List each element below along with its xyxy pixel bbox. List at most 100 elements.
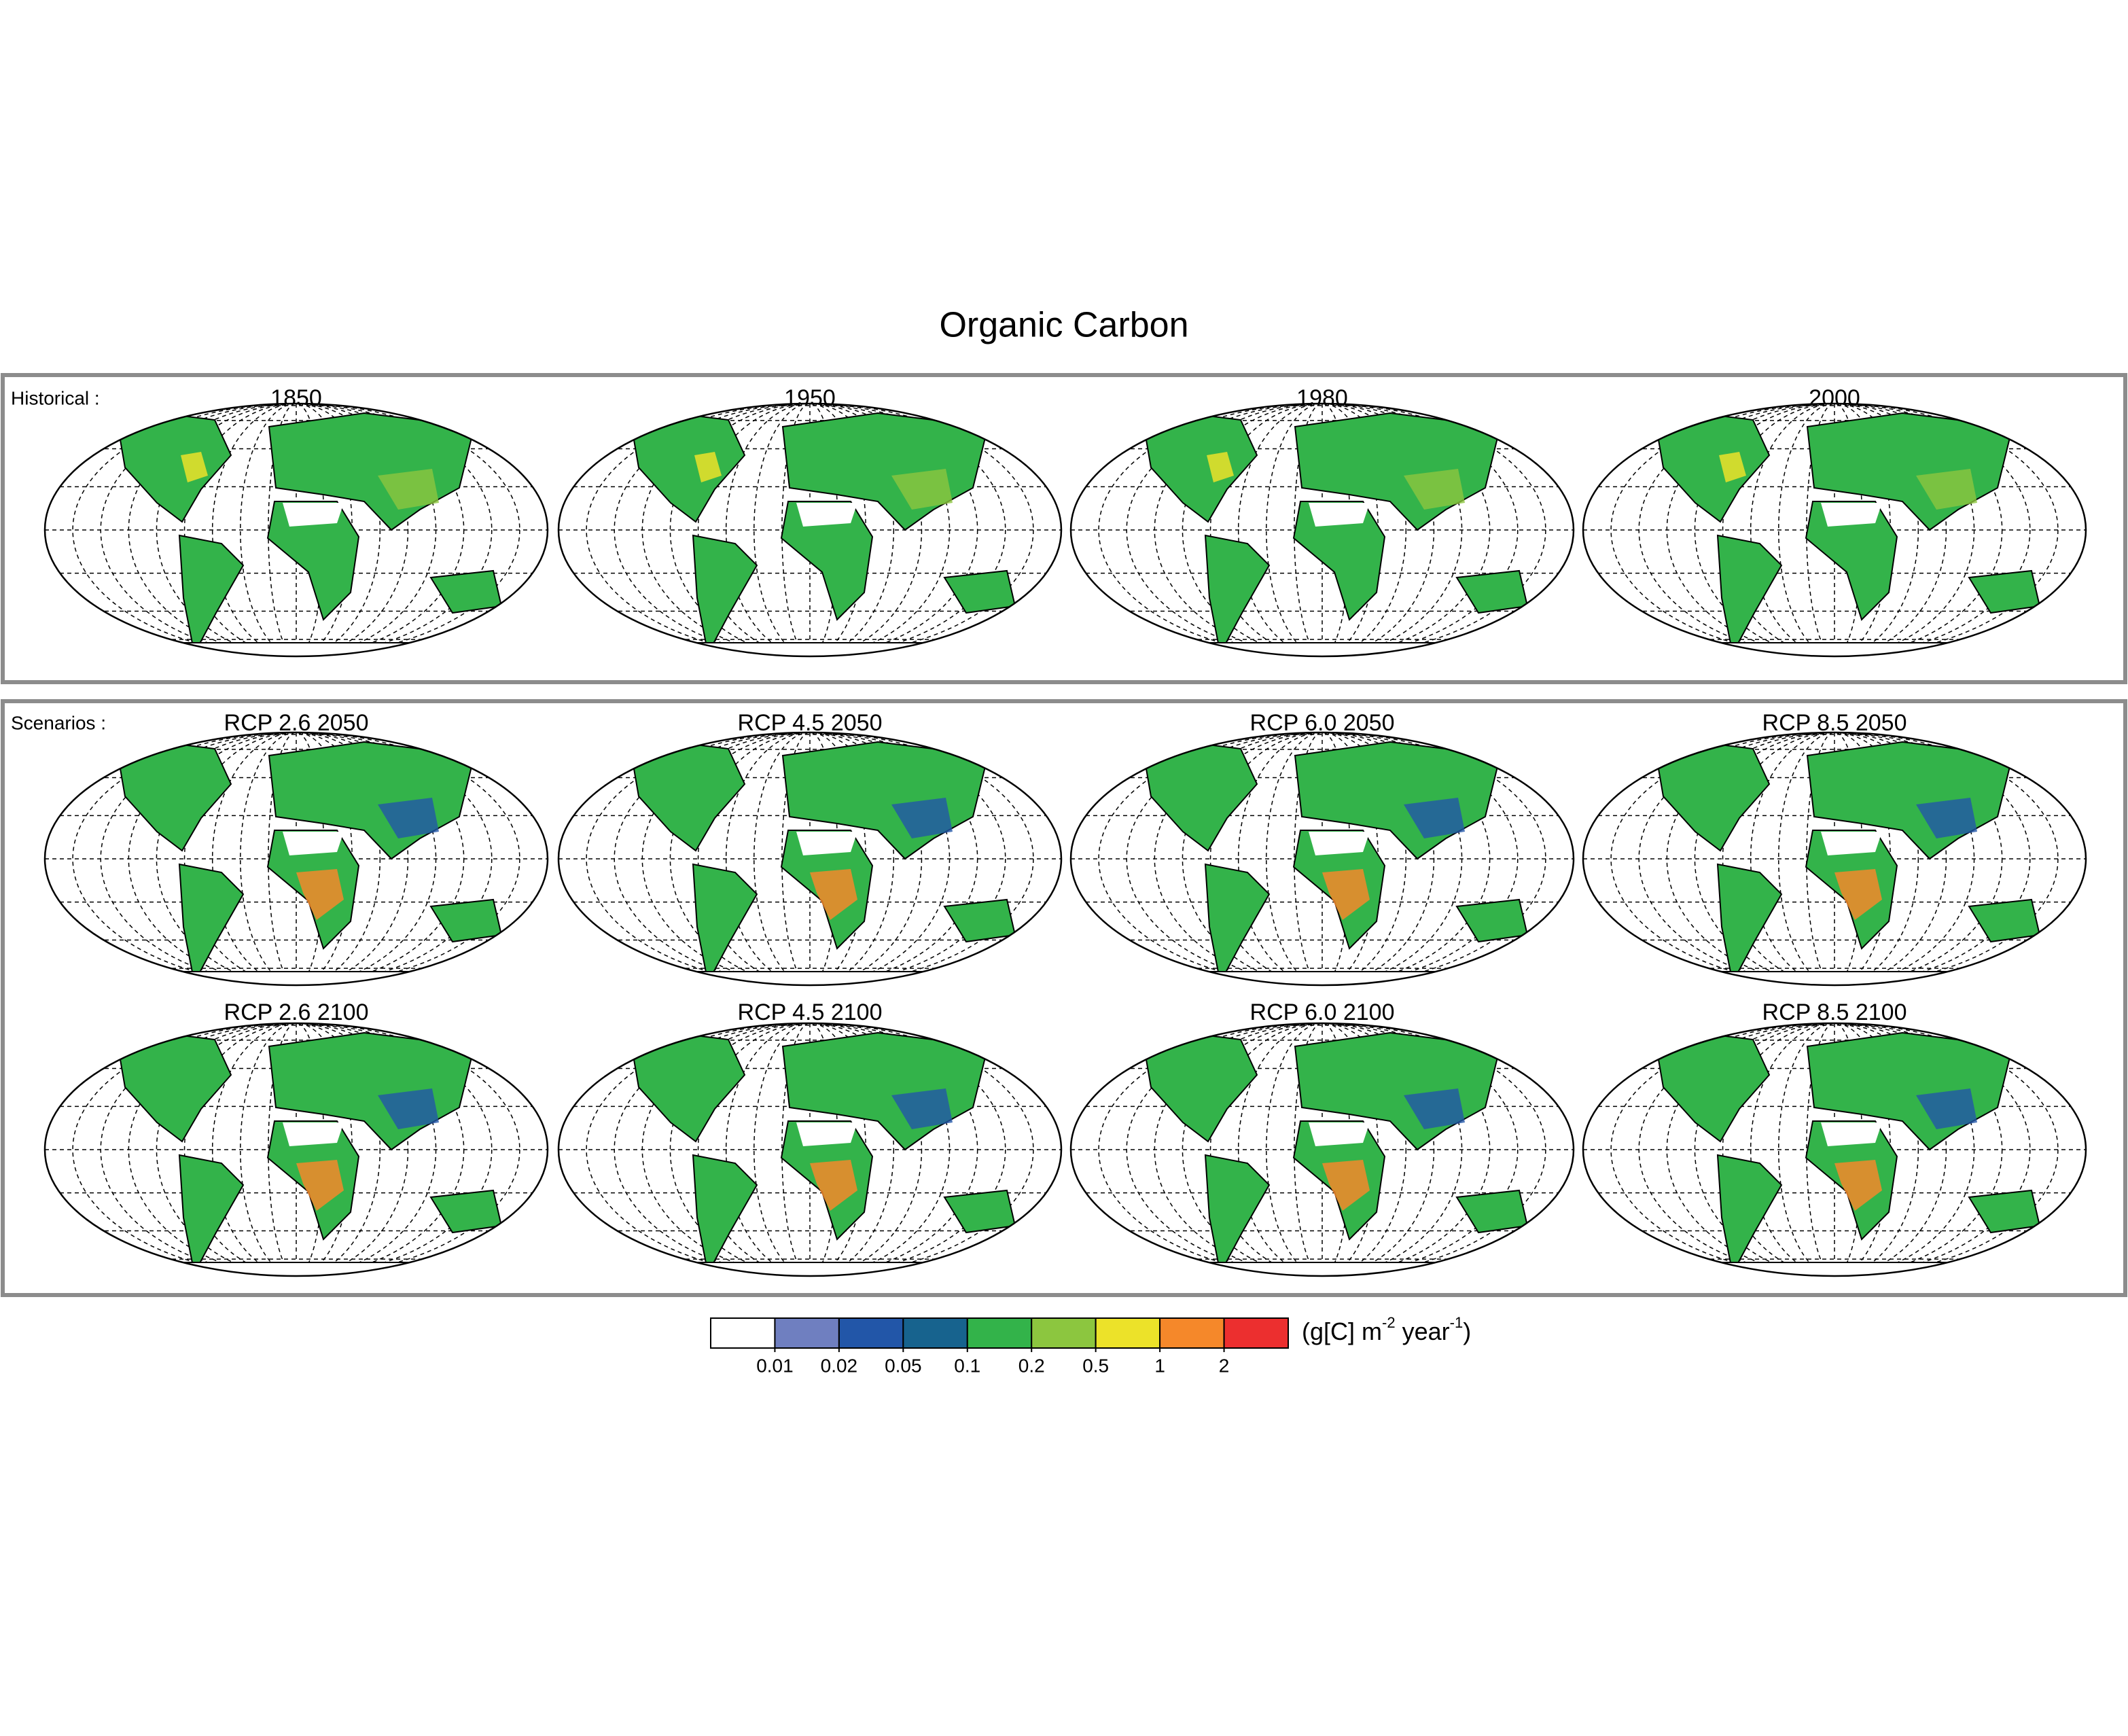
meridian (1209, 1023, 1435, 1276)
world-map (1583, 1023, 2086, 1276)
historical-frame (1, 373, 2127, 684)
patch (296, 1160, 344, 1211)
land-sa (1716, 1154, 1783, 1275)
world-map (45, 732, 548, 985)
world-map (558, 1023, 1061, 1276)
antarctica (1071, 642, 1574, 656)
colorbar-tick-label: 0.05 (885, 1355, 922, 1376)
map-outline (1069, 1022, 1575, 1277)
meridian (1209, 404, 1435, 656)
map-title: RCP 4.5 2100 (738, 999, 883, 1025)
desert (1821, 503, 1882, 527)
patch (891, 1088, 953, 1129)
desert (796, 503, 857, 527)
map-title: RCP 2.6 2100 (224, 999, 369, 1025)
patch (891, 469, 953, 510)
meridian (725, 404, 895, 656)
land-sa (692, 1154, 758, 1275)
map-outline (1582, 1022, 2087, 1277)
patch (891, 798, 953, 838)
map-outline (557, 731, 1063, 987)
colorbar-swatch (1095, 1317, 1161, 1349)
desert (283, 832, 344, 855)
meridian (183, 1023, 409, 1276)
patch (1404, 1088, 1465, 1129)
world-map (558, 404, 1061, 656)
colorbar-swatch (966, 1317, 1033, 1349)
land-sa (1716, 863, 1783, 985)
meridian (211, 732, 381, 985)
map-title: RCP 8.5 2050 (1762, 710, 1907, 736)
desert (1821, 1122, 1882, 1146)
unit-part: year (1396, 1317, 1450, 1345)
colorbar-swatch (1031, 1317, 1097, 1349)
patch (810, 869, 857, 920)
land-sa (178, 863, 245, 985)
colorbar-swatch (1159, 1317, 1225, 1349)
meridian (211, 404, 381, 656)
meridian (1750, 1023, 1919, 1276)
land-sa (178, 534, 245, 656)
desert (1309, 1122, 1370, 1146)
colorbar-swatch (838, 1317, 904, 1349)
patch (1834, 869, 1882, 920)
patch (810, 1160, 857, 1211)
unit-part: (g[C] m (1302, 1317, 1382, 1345)
meridian (211, 1023, 381, 1276)
map-outline (43, 402, 549, 658)
unit-sup: -1 (1450, 1314, 1464, 1331)
meridian (697, 1023, 923, 1276)
patch (1322, 1160, 1370, 1211)
patch (1834, 1160, 1882, 1211)
antarctica (45, 1262, 548, 1276)
meridian (1750, 404, 1919, 656)
patch (378, 1088, 439, 1129)
colorbar-unit: (g[C] m-2 year-1) (1302, 1314, 1471, 1345)
colorbar-swatch (1223, 1317, 1289, 1349)
antarctica (45, 642, 548, 656)
patch (1207, 452, 1234, 482)
map-outline (1582, 731, 2087, 987)
world-map (1071, 1023, 1574, 1276)
patch (1322, 869, 1370, 920)
colorbar-tick-label: 0.2 (1018, 1355, 1045, 1376)
map-outline (1069, 731, 1575, 987)
desert (1309, 503, 1370, 527)
antarctica (1071, 1262, 1574, 1276)
antarctica (558, 642, 1061, 656)
figure-title: Organic Carbon (939, 306, 1188, 345)
patch (1719, 452, 1746, 482)
land-sa (1204, 863, 1271, 985)
group-label: Scenarios : (11, 712, 106, 733)
meridian (725, 732, 895, 985)
antarctica (45, 971, 548, 985)
antarctica (1071, 971, 1574, 985)
land-sa (1716, 534, 1783, 656)
meridian (697, 404, 923, 656)
world-map (1583, 404, 2086, 656)
desert (1309, 832, 1370, 855)
patch (1916, 1088, 1977, 1129)
unit-sup: -2 (1382, 1314, 1396, 1331)
world-map (558, 732, 1061, 985)
antarctica (558, 971, 1061, 985)
unit-part: ) (1463, 1317, 1471, 1345)
patch (1404, 469, 1465, 510)
world-map (1583, 732, 2086, 985)
land-sa (692, 534, 758, 656)
land-sa (1204, 534, 1271, 656)
colorbar-swatch (902, 1317, 968, 1349)
meridian (1237, 1023, 1407, 1276)
antarctica (1583, 642, 2086, 656)
meridian (1209, 732, 1435, 985)
world-map (1071, 732, 1574, 985)
meridian (1750, 732, 1919, 985)
antarctica (558, 1262, 1061, 1276)
world-map (45, 1023, 548, 1276)
meridian (1237, 404, 1407, 656)
meridian (697, 732, 923, 985)
land-sa (178, 1154, 245, 1275)
meridian (1722, 732, 1947, 985)
